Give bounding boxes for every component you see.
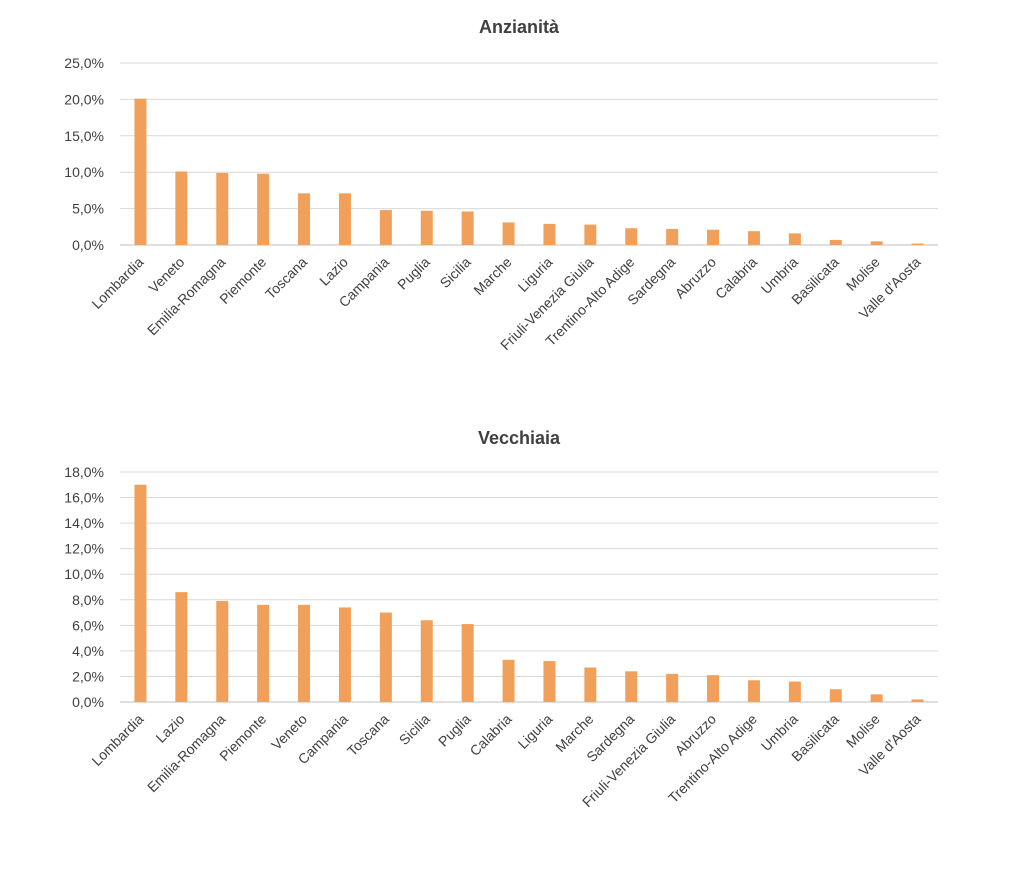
bar xyxy=(870,694,883,702)
y-tick-label: 4,0% xyxy=(72,643,104,659)
bar xyxy=(747,680,760,702)
y-tick-label: 2,0% xyxy=(72,668,104,684)
category-label: Toscana xyxy=(344,711,392,759)
category-label: Puglia xyxy=(435,711,474,750)
category-label: Toscana xyxy=(262,254,310,302)
chart-anzianita: Anzianità 0,0% 5,0% 10,0% 15,0% 20,0% 25,0% Lom… xyxy=(64,17,938,353)
bar xyxy=(625,228,638,245)
y-tick-label: 0,0% xyxy=(72,694,104,710)
bar xyxy=(175,171,188,245)
category-label: Lombardia xyxy=(88,711,146,769)
bar xyxy=(543,223,556,245)
bar xyxy=(134,484,147,702)
bar xyxy=(502,222,515,245)
bar xyxy=(420,210,433,245)
chart-vecchiaia: Vecchiaia 0,0% 2,0% 4,0% 6,0% 8,0% 10,0% 12,0% 1… xyxy=(64,428,938,810)
category-label: Lombardia xyxy=(88,254,146,312)
bar xyxy=(461,211,474,245)
bar xyxy=(338,193,351,245)
bar xyxy=(747,231,760,245)
chart-title: Anzianità xyxy=(479,17,560,37)
bar xyxy=(829,689,842,702)
bar xyxy=(625,671,638,702)
bar xyxy=(584,667,597,702)
category-label: Abruzzo xyxy=(672,254,720,302)
bar xyxy=(175,592,188,702)
category-label: Molise xyxy=(843,254,883,294)
bar xyxy=(134,98,147,245)
category-label: Sicilia xyxy=(396,711,433,748)
category-label: Marche xyxy=(470,254,514,298)
bar xyxy=(338,607,351,702)
y-tick-label: 20,0% xyxy=(64,91,104,107)
bar xyxy=(911,243,924,245)
category-label: Lazio xyxy=(316,254,351,289)
y-tick-label: 10,0% xyxy=(64,566,104,582)
bar xyxy=(707,675,720,702)
chart-title: Vecchiaia xyxy=(478,428,561,448)
y-tick-label: 18,0% xyxy=(64,464,104,480)
category-label: Calabria xyxy=(712,254,760,302)
y-tick-label: 0,0% xyxy=(72,237,104,253)
bar xyxy=(870,241,883,245)
y-tick-label: 12,0% xyxy=(64,541,104,557)
bar xyxy=(298,604,311,702)
bar xyxy=(420,620,433,702)
bar xyxy=(911,699,924,702)
bar xyxy=(584,224,597,245)
bar xyxy=(257,604,270,702)
bar xyxy=(829,239,842,245)
bar xyxy=(502,659,515,702)
category-label: Sicilia xyxy=(437,254,474,291)
y-tick-label: 25,0% xyxy=(64,55,104,71)
bar xyxy=(216,601,229,702)
category-label: Molise xyxy=(843,711,883,751)
y-tick-label: 6,0% xyxy=(72,617,104,633)
bar xyxy=(666,673,679,702)
y-tick-label: 10,0% xyxy=(64,164,104,180)
category-label: Lazio xyxy=(152,711,187,746)
bar xyxy=(257,173,270,245)
y-tick-label: 8,0% xyxy=(72,592,104,608)
category-label: Calabria xyxy=(466,711,514,759)
bar xyxy=(788,233,801,245)
bar xyxy=(543,661,556,702)
y-tick-label: 14,0% xyxy=(64,515,104,531)
bar xyxy=(379,210,392,245)
y-tick-label: 15,0% xyxy=(64,128,104,144)
bar xyxy=(707,229,720,245)
bar xyxy=(298,193,311,245)
bar xyxy=(461,624,474,702)
category-label: Puglia xyxy=(394,254,433,293)
bar xyxy=(788,681,801,702)
bar xyxy=(666,228,679,245)
y-tick-label: 16,0% xyxy=(64,490,104,506)
bar xyxy=(216,172,229,245)
bar xyxy=(379,612,392,702)
category-label: Liguria xyxy=(515,711,556,752)
y-tick-label: 5,0% xyxy=(72,201,104,217)
